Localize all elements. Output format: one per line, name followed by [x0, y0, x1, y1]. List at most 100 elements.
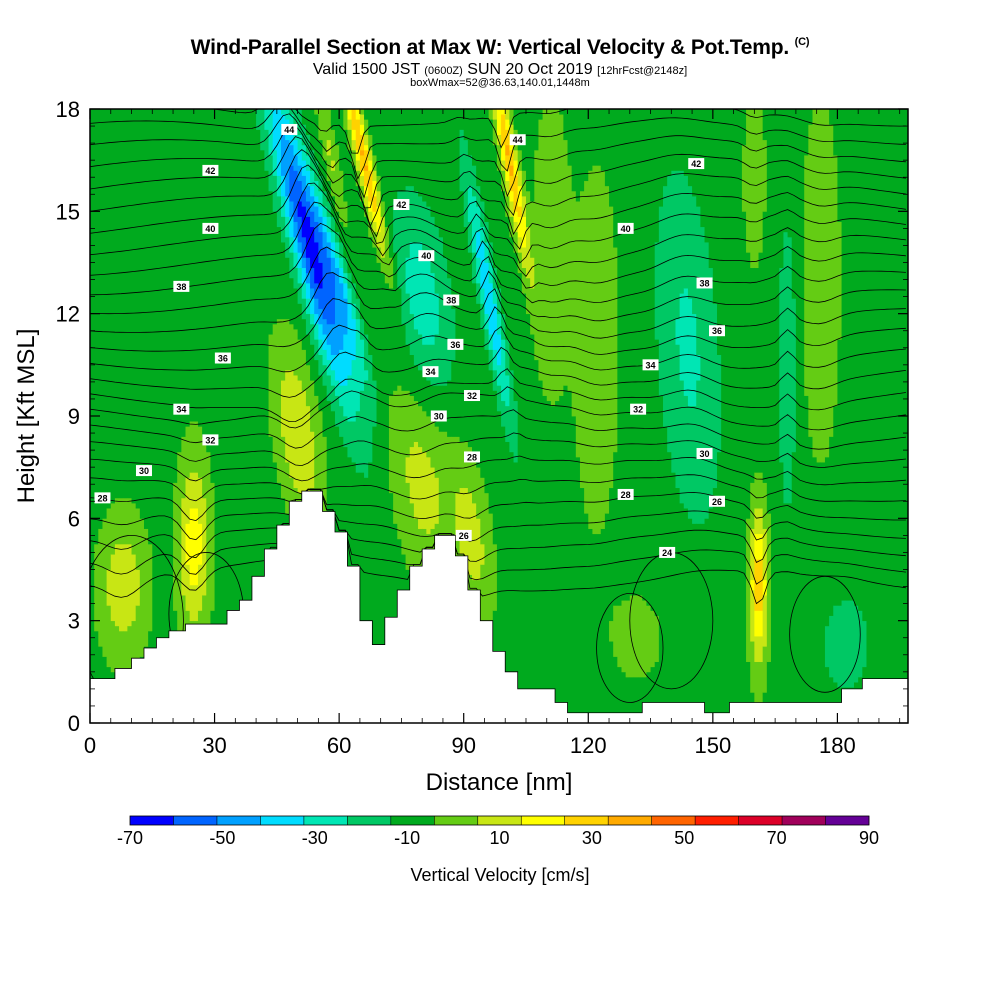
- theta-label: 28: [464, 451, 481, 463]
- theta-label: 32: [202, 434, 219, 446]
- theta-label-text: 26: [712, 497, 722, 507]
- theta-label-text: 38: [700, 278, 710, 288]
- theta-label: 34: [422, 366, 439, 378]
- isentrope-line: [90, 149, 906, 250]
- y-tick-label: 9: [68, 404, 80, 429]
- y-tick-label: 0: [68, 711, 80, 736]
- theta-label: 26: [455, 529, 472, 541]
- colorbar-tick-label: 70: [767, 828, 787, 848]
- colorbar-tick-label: 30: [582, 828, 602, 848]
- theta-label-text: 42: [205, 166, 215, 176]
- theta-label-text: 32: [633, 405, 643, 415]
- isentrope-line: [90, 488, 906, 605]
- colorbar: -70 -50 -30 -10 10 30 50 70 90: [117, 815, 879, 848]
- theta-label-text: 36: [218, 354, 228, 364]
- colorbar-tick-label: -70: [117, 828, 143, 848]
- x-tick-label: 0: [84, 733, 96, 758]
- isentrope-line: [90, 368, 906, 423]
- theta-label: 28: [617, 488, 634, 500]
- chart-box-info: boxWmax=52@36.63,140.01,1448m: [410, 77, 590, 89]
- y-tick-label: 15: [56, 199, 80, 224]
- colorbar-swatch: [564, 816, 609, 825]
- isentrope-line: [90, 272, 906, 339]
- colorbar-tick-label: 50: [674, 828, 694, 848]
- theta-label: 32: [630, 403, 647, 415]
- x-tick-label: 30: [202, 733, 226, 758]
- isentrope-line: [90, 125, 906, 217]
- isentrope-line: [90, 182, 906, 278]
- isentrope-line: [90, 432, 906, 468]
- colorbar-swatch: [825, 816, 870, 825]
- y-tick-label: 18: [56, 97, 80, 122]
- isentrope-line: [90, 346, 906, 398]
- theta-label: 24: [659, 546, 676, 558]
- isentrope-line: [90, 455, 906, 486]
- colorbar-frame: [129, 815, 870, 826]
- isentrope-line: [90, 246, 906, 322]
- terrain-mask: [90, 490, 908, 723]
- isentrope-line: [90, 298, 906, 355]
- theta-label-text: 44: [284, 125, 294, 135]
- colorbar-swatch: [651, 816, 696, 825]
- theta-label: 28: [94, 492, 111, 504]
- theta-label-text: 34: [425, 367, 435, 377]
- theta-label-text: 36: [712, 326, 722, 336]
- theta-label-text: 38: [176, 282, 186, 292]
- theta-label: 26: [708, 495, 725, 507]
- x-tick-label: 120: [570, 733, 607, 758]
- colorbar-tick-label: -30: [302, 828, 328, 848]
- theta-label: 30: [430, 410, 447, 422]
- theta-contour-labels: 44 42 40 38 36 34 32 30 28 42 40 38 36 34 32 30 28 26 44 42…: [94, 123, 725, 558]
- colorbar-swatch: [738, 816, 783, 825]
- theta-label: 42: [202, 164, 219, 176]
- theta-label: 38: [443, 294, 460, 306]
- isentrope-line: [90, 136, 906, 236]
- x-tick-label: 60: [327, 733, 351, 758]
- x-tick-label: 90: [451, 733, 475, 758]
- colorbar-swatch: [695, 816, 739, 825]
- colorbar-swatch: [390, 816, 435, 825]
- y-tick-label: 6: [68, 506, 80, 531]
- theta-label: 38: [173, 280, 190, 292]
- theta-label-text: 40: [205, 224, 215, 234]
- theta-label: 42: [393, 199, 410, 211]
- theta-label: 30: [135, 465, 152, 477]
- theta-label-text: 28: [621, 490, 631, 500]
- theta-label-text: 32: [467, 391, 477, 401]
- colorbar-tick-label: -10: [394, 828, 420, 848]
- x-tick-label: 180: [819, 733, 856, 758]
- isentrope-line: [90, 164, 906, 264]
- colorbar-tick-label: 90: [859, 828, 879, 848]
- x-axis-label: Distance [nm]: [426, 769, 573, 796]
- isentrope-line: [789, 575, 861, 693]
- theta-label-text: 42: [691, 159, 701, 169]
- theta-label: 44: [509, 134, 526, 146]
- theta-label: 30: [696, 448, 713, 460]
- colorbar-swatch: [130, 816, 174, 825]
- theta-label-text: 30: [434, 412, 444, 422]
- isentrope-line: [90, 324, 906, 373]
- isentrope-line: [209, 109, 906, 154]
- x-tick-label: 150: [694, 733, 731, 758]
- colorbar-swatch: [347, 816, 392, 825]
- theta-label-text: 26: [459, 531, 469, 541]
- isentrope-line: [596, 592, 664, 703]
- isentrope-line: [90, 488, 906, 585]
- theta-label: 42: [688, 158, 705, 170]
- theta-label: 36: [708, 325, 725, 337]
- theta-label-text: 30: [139, 466, 149, 476]
- colorbar-swatch: [521, 816, 566, 825]
- colorbar-swatch: [303, 816, 348, 825]
- theta-label: 40: [617, 222, 634, 234]
- isentrope-line: [90, 474, 906, 502]
- colorbar-swatch: [173, 816, 218, 825]
- theta-label: 36: [214, 352, 231, 364]
- theta-label: 40: [418, 250, 435, 262]
- y-tick-label: 3: [68, 609, 80, 634]
- isentrope-line: [90, 488, 906, 542]
- theta-label-text: 44: [513, 135, 523, 145]
- colorbar-tick-label: 10: [489, 828, 509, 848]
- isentrope-line: [90, 201, 906, 289]
